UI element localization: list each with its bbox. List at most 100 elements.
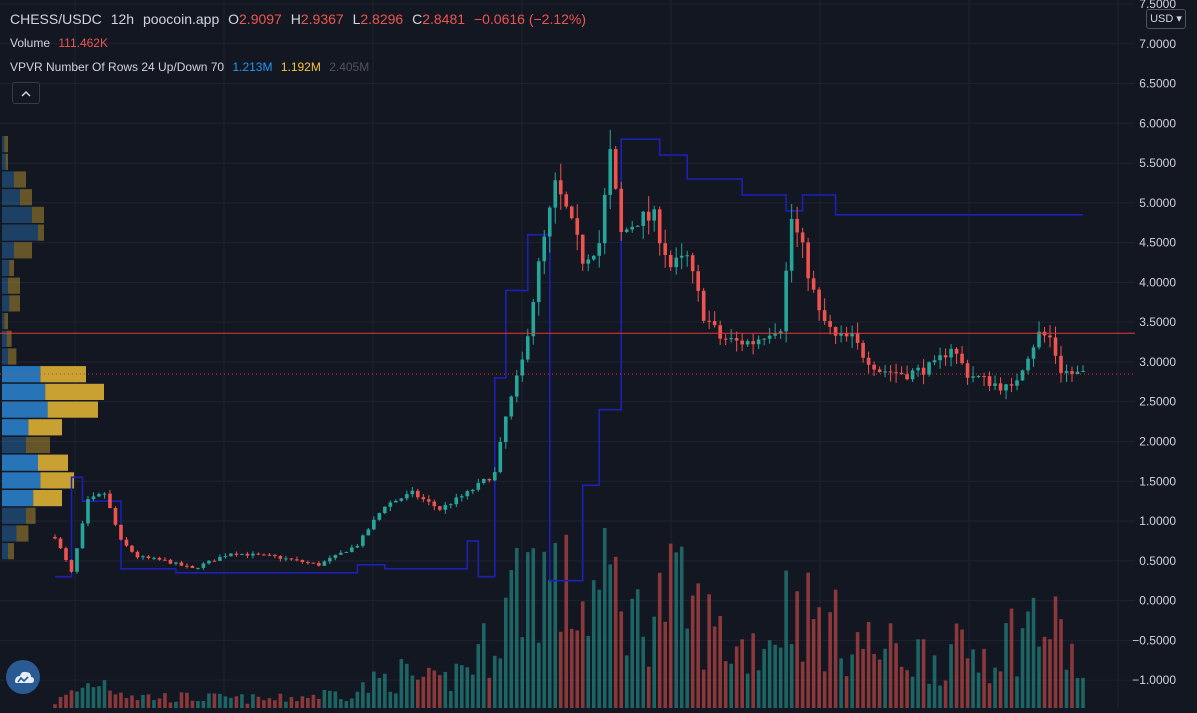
candle-body (454, 497, 459, 505)
vpvr-down-bar (20, 189, 32, 206)
candle-body (630, 226, 635, 230)
symbol-name[interactable]: CHESS/USDC (10, 11, 102, 27)
volume-bar (602, 528, 607, 708)
candle-body (394, 500, 398, 503)
volume-bar (778, 647, 783, 708)
close-label: C (412, 11, 423, 27)
volume-bar (520, 637, 525, 708)
y-tick-label: 3.5000 (1139, 315, 1176, 329)
candle-body (745, 341, 750, 345)
candle-body (157, 557, 162, 560)
candle-body (734, 338, 739, 341)
candle-body (152, 557, 156, 559)
candle-body (767, 335, 772, 339)
candle-body (861, 342, 865, 358)
volume-bar (476, 644, 481, 708)
candle-body (355, 545, 360, 548)
vpvr-up-bar (2, 472, 41, 489)
volume-bar (130, 695, 134, 708)
candle-body (135, 551, 140, 558)
volume-bar (1026, 611, 1030, 708)
candle-body (982, 376, 986, 378)
volume-bar (344, 701, 349, 708)
volume-bar (828, 612, 832, 708)
y-tick-label: 6.5000 (1139, 77, 1176, 91)
candle-body (949, 348, 953, 358)
candle-body (784, 270, 788, 332)
candle-body (201, 563, 206, 568)
candle-body (416, 490, 420, 498)
volume-bar (157, 698, 162, 708)
volume-bar (311, 694, 316, 708)
y-tick-label: 7.0000 (1139, 37, 1176, 51)
volume-bar (553, 542, 558, 708)
candle-body (575, 218, 580, 235)
candle-body (1064, 371, 1069, 373)
volume-bar (800, 661, 805, 708)
candle-body (888, 371, 893, 373)
candle-body (872, 364, 876, 370)
candle-body (619, 188, 624, 232)
vpvr-legend[interactable]: VPVR Number Of Rows 24 Up/Down 70 1.213M… (10, 60, 374, 74)
volume-bar (487, 677, 492, 708)
collapse-legend-button[interactable] (12, 82, 40, 104)
vpvr-up-bar (2, 313, 5, 330)
volume-bar (789, 644, 794, 708)
currency-selector[interactable]: USD ▾ (1146, 9, 1186, 29)
vpvr-up-bar (2, 525, 17, 542)
volume-bar (91, 687, 96, 708)
volume-bar (932, 655, 937, 708)
change-value: −0.0616 (−2.12%) (473, 11, 587, 27)
volume-bar (619, 611, 624, 708)
volume-bar (262, 700, 266, 708)
candle-body (877, 369, 882, 373)
candle-body (1070, 371, 1074, 375)
candle-body (1059, 355, 1063, 373)
volume-bar (498, 658, 503, 708)
volume-bar (916, 639, 920, 708)
candle-body (405, 494, 409, 499)
candle-body (69, 560, 74, 572)
y-tick-label: 0.5000 (1139, 554, 1176, 568)
cloud-logo-icon[interactable] (6, 660, 40, 694)
candle-body (119, 524, 123, 540)
candle-body (828, 321, 832, 327)
volume-bar (1070, 643, 1074, 708)
candle-body (652, 209, 657, 221)
vpvr-label: VPVR Number Of Rows 24 Up/Down 70 (10, 60, 225, 74)
volume-bar (652, 616, 657, 708)
vpvr-down-bar (28, 419, 62, 436)
vpvr-down-bar (8, 277, 20, 294)
volume-bar (416, 679, 420, 708)
candle-body (905, 374, 909, 380)
vpvr-up-bar (2, 277, 8, 294)
volume-legend[interactable]: Volume 111.462K (10, 36, 113, 50)
candle-body (921, 367, 926, 375)
candle-body (141, 556, 145, 558)
volume-bar (685, 628, 689, 708)
y-tick-label: 2.5000 (1139, 395, 1176, 409)
volume-bar (185, 692, 189, 708)
candle-body (53, 536, 57, 539)
candle-body (1081, 370, 1085, 372)
vpvr-down-bar (14, 171, 26, 188)
volume-bar (1015, 676, 1019, 708)
volume-bar (663, 621, 668, 708)
volume-bar (784, 570, 788, 708)
volume-bar (427, 667, 431, 708)
volume-bar (124, 698, 129, 708)
vpvr-up-value: 1.213M (232, 60, 273, 74)
candle-body (487, 479, 492, 481)
candle-body (427, 499, 431, 502)
candle-body (597, 243, 602, 256)
volume-bar (993, 667, 997, 708)
candle-body (174, 562, 178, 564)
candle-body (218, 556, 222, 561)
volume-bar (883, 648, 887, 708)
vpvr-down-bar (4, 313, 8, 330)
candle-body (536, 261, 541, 303)
candle-body (701, 290, 706, 321)
candle-body (943, 355, 948, 358)
